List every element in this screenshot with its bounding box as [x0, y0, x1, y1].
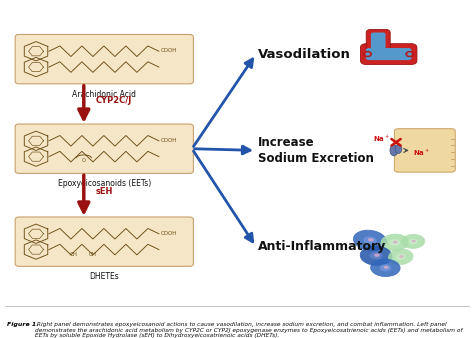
FancyBboxPatch shape: [366, 29, 390, 52]
Ellipse shape: [389, 249, 413, 265]
Text: Epoxyeicosanoids (EETs): Epoxyeicosanoids (EETs): [58, 179, 151, 188]
Text: CYP2C/J: CYP2C/J: [96, 96, 132, 105]
Ellipse shape: [380, 264, 391, 271]
Circle shape: [406, 51, 413, 57]
FancyBboxPatch shape: [394, 129, 455, 172]
Text: OH: OH: [88, 252, 96, 257]
Text: Anti-Inflammatory: Anti-Inflammatory: [258, 240, 387, 253]
Ellipse shape: [411, 240, 416, 242]
Ellipse shape: [371, 259, 400, 276]
FancyBboxPatch shape: [15, 217, 193, 266]
FancyBboxPatch shape: [15, 124, 193, 173]
Text: Na$^+$: Na$^+$: [374, 134, 391, 144]
Text: Na$^+$: Na$^+$: [413, 148, 431, 158]
Text: COOH: COOH: [161, 138, 177, 143]
Text: COOH: COOH: [161, 48, 177, 53]
Text: Arachidonic Acid: Arachidonic Acid: [72, 90, 137, 99]
Circle shape: [407, 52, 412, 56]
Circle shape: [365, 52, 370, 56]
Ellipse shape: [390, 145, 398, 156]
Ellipse shape: [363, 236, 377, 244]
Text: Figure 1.: Figure 1.: [7, 322, 39, 327]
Ellipse shape: [399, 255, 403, 258]
Ellipse shape: [395, 144, 402, 153]
Ellipse shape: [374, 254, 380, 257]
Text: OH: OH: [70, 252, 78, 257]
Text: DHETEs: DHETEs: [90, 272, 119, 281]
Ellipse shape: [370, 252, 383, 260]
Ellipse shape: [409, 239, 418, 244]
Text: sEH: sEH: [96, 187, 113, 196]
Text: Increase
Sodium Excretion: Increase Sodium Excretion: [258, 136, 374, 165]
FancyBboxPatch shape: [15, 34, 193, 84]
Circle shape: [364, 51, 372, 57]
Ellipse shape: [396, 254, 406, 260]
Ellipse shape: [393, 241, 398, 244]
Text: COOH: COOH: [161, 231, 177, 236]
Ellipse shape: [383, 266, 389, 269]
Ellipse shape: [368, 238, 374, 242]
Text: O: O: [82, 158, 86, 163]
FancyBboxPatch shape: [371, 32, 385, 49]
Ellipse shape: [381, 234, 409, 251]
Ellipse shape: [360, 246, 392, 265]
Ellipse shape: [389, 239, 400, 246]
Text: Right panel demonstrates epoxyeicosanoid actions to cause vasodilation, increase: Right panel demonstrates epoxyeicosanoid…: [35, 322, 462, 338]
FancyBboxPatch shape: [366, 48, 411, 60]
FancyBboxPatch shape: [360, 44, 417, 65]
Ellipse shape: [353, 230, 387, 250]
Text: Vasodilation: Vasodilation: [258, 48, 351, 61]
Ellipse shape: [401, 234, 425, 248]
